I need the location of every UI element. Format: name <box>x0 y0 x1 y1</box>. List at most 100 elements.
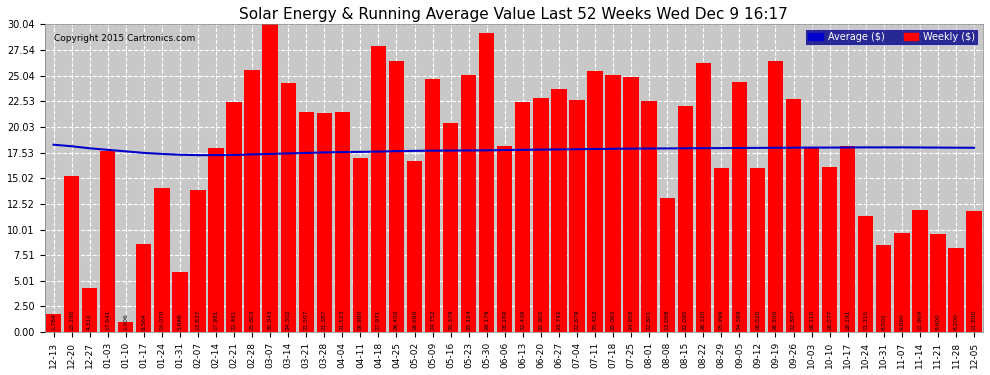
Text: 14.070: 14.070 <box>159 309 164 330</box>
Text: 30.043: 30.043 <box>267 309 272 330</box>
Text: 21.387: 21.387 <box>322 309 327 330</box>
Bar <box>190 190 206 332</box>
Bar <box>100 152 116 332</box>
Text: 15.290: 15.290 <box>69 309 74 330</box>
Text: 9.690: 9.690 <box>899 313 904 330</box>
Bar <box>642 100 656 332</box>
Text: 11.315: 11.315 <box>863 310 868 330</box>
Text: 29.179: 29.179 <box>484 309 489 330</box>
Text: 1.784: 1.784 <box>51 313 56 330</box>
Text: 25.603: 25.603 <box>249 309 254 330</box>
Text: 21.507: 21.507 <box>304 309 309 330</box>
Text: 22.481: 22.481 <box>232 309 237 330</box>
Text: 22.902: 22.902 <box>539 309 544 330</box>
Text: 18.191: 18.191 <box>845 310 850 330</box>
Bar <box>894 233 910 332</box>
Bar <box>966 211 982 332</box>
Bar <box>371 46 386 332</box>
Text: 22.601: 22.601 <box>646 310 651 330</box>
Bar <box>551 89 566 332</box>
Bar <box>858 216 873 332</box>
Bar <box>479 33 494 332</box>
Text: 5.846: 5.846 <box>177 313 182 330</box>
Text: 25.124: 25.124 <box>466 309 471 330</box>
Text: 26.450: 26.450 <box>394 309 399 330</box>
Bar <box>443 123 458 332</box>
Bar <box>515 102 531 332</box>
Text: 22.439: 22.439 <box>521 309 526 330</box>
Text: 18.169: 18.169 <box>502 310 507 330</box>
Bar <box>335 112 350 332</box>
Text: 22.679: 22.679 <box>574 309 579 330</box>
Bar <box>172 272 187 332</box>
Legend: Average ($), Weekly ($): Average ($), Weekly ($) <box>805 29 978 45</box>
Text: 11.969: 11.969 <box>918 310 923 330</box>
Bar <box>299 112 314 332</box>
Bar <box>768 61 783 332</box>
Text: 15.999: 15.999 <box>719 309 724 330</box>
Text: 8.200: 8.200 <box>953 313 958 330</box>
Bar <box>587 72 603 332</box>
Text: 16.699: 16.699 <box>412 310 417 330</box>
Bar <box>154 188 169 332</box>
Text: 9.600: 9.600 <box>936 313 940 330</box>
Text: 16.980: 16.980 <box>358 310 363 330</box>
Text: 25.063: 25.063 <box>611 309 616 330</box>
Text: 18.110: 18.110 <box>809 310 814 330</box>
Bar <box>262 24 278 332</box>
Bar <box>714 168 729 332</box>
Bar <box>804 147 820 332</box>
Text: 16.077: 16.077 <box>827 310 833 330</box>
Bar <box>137 244 151 332</box>
Text: Copyright 2015 Cartronics.com: Copyright 2015 Cartronics.com <box>53 34 195 43</box>
Text: 24.389: 24.389 <box>737 309 742 330</box>
Bar <box>461 75 476 332</box>
Bar <box>245 70 259 332</box>
Text: 22.807: 22.807 <box>791 309 796 330</box>
Text: 17.981: 17.981 <box>214 310 219 330</box>
Bar <box>822 168 838 332</box>
Bar <box>931 234 945 332</box>
Bar <box>696 63 711 332</box>
Bar <box>677 106 693 332</box>
Text: 17.641: 17.641 <box>105 310 110 330</box>
Bar <box>876 245 891 332</box>
Bar <box>749 168 765 332</box>
Text: 13.058: 13.058 <box>664 309 669 330</box>
Bar <box>659 198 675 332</box>
Bar <box>64 176 79 332</box>
Text: 22.095: 22.095 <box>683 309 688 330</box>
Bar <box>118 322 134 332</box>
Bar <box>227 102 242 332</box>
Bar <box>534 98 548 332</box>
Title: Solar Energy & Running Average Value Last 52 Weeks Wed Dec 9 16:17: Solar Energy & Running Average Value Las… <box>240 7 788 22</box>
Text: 25.452: 25.452 <box>593 309 598 330</box>
Bar <box>46 314 61 332</box>
Bar <box>497 146 513 332</box>
Text: 8.501: 8.501 <box>881 313 886 330</box>
Text: 8.564: 8.564 <box>142 313 147 330</box>
Text: 16.020: 16.020 <box>755 310 760 330</box>
Bar <box>425 79 441 332</box>
Bar <box>786 99 801 332</box>
Bar <box>389 61 404 332</box>
Bar <box>569 100 585 332</box>
Bar <box>280 83 296 332</box>
Bar <box>841 146 855 332</box>
Bar <box>317 113 332 332</box>
Bar <box>912 210 928 332</box>
Text: 26.500: 26.500 <box>773 309 778 330</box>
Bar <box>82 288 97 332</box>
Bar <box>352 158 368 332</box>
Text: 24.958: 24.958 <box>629 309 634 330</box>
Bar <box>208 148 224 332</box>
Text: 4.312: 4.312 <box>87 313 92 330</box>
Text: 23.742: 23.742 <box>556 309 561 330</box>
Text: 1.006: 1.006 <box>124 314 129 330</box>
Text: 11.800: 11.800 <box>971 310 976 330</box>
Bar <box>732 82 747 332</box>
Text: 24.752: 24.752 <box>430 309 435 330</box>
Bar <box>606 75 621 332</box>
Bar <box>407 161 422 332</box>
Text: 21.523: 21.523 <box>340 309 345 330</box>
